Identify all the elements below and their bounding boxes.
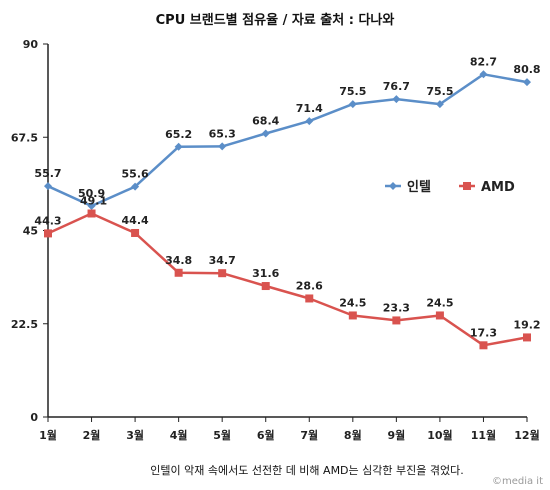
- data-label-series-1: 44.4: [122, 214, 149, 227]
- data-point-series-1: [218, 269, 227, 278]
- data-point-series-0: [392, 95, 401, 104]
- x-tick-label: 3월: [126, 428, 144, 442]
- x-tick-label: 8월: [344, 428, 362, 442]
- chart-caption: 인텔이 악재 속에서도 선전한 데 비해 AMD는 심각한 부진을 겪었다.: [150, 463, 463, 477]
- data-label-series-0: 65.2: [165, 128, 192, 141]
- data-point-series-1: [435, 311, 444, 320]
- legend-marker: [463, 182, 471, 190]
- data-point-series-1: [174, 268, 183, 277]
- y-tick-label: 67.5: [11, 131, 38, 144]
- data-point-series-1: [87, 209, 96, 218]
- x-tick-label: 11월: [471, 428, 496, 442]
- legend-marker: [389, 182, 397, 190]
- data-point-series-0: [435, 100, 444, 109]
- x-tick-label: 9월: [387, 428, 405, 442]
- legend-label: 인텔: [407, 179, 431, 195]
- chart-title: CPU 브랜드별 점유율 / 자료 출처 : 다나와: [156, 12, 395, 28]
- y-tick-label: 22.5: [11, 318, 38, 331]
- data-point-series-1: [131, 228, 140, 237]
- data-point-series-0: [479, 70, 488, 79]
- data-label-series-0: 68.4: [252, 115, 279, 128]
- data-point-series-0: [305, 117, 314, 126]
- data-label-series-1: 44.3: [34, 214, 61, 227]
- data-label-series-0: 76.7: [383, 80, 410, 93]
- data-label-series-0: 82.7: [470, 55, 497, 68]
- data-point-series-0: [131, 182, 140, 191]
- data-label-series-0: 55.6: [122, 168, 149, 181]
- data-label-series-0: 80.8: [513, 63, 540, 76]
- data-label-series-1: 31.6: [252, 267, 279, 280]
- legend-label: AMD: [481, 180, 515, 195]
- x-tick-label: 6월: [257, 428, 275, 442]
- data-point-series-0: [44, 182, 52, 191]
- data-label-series-0: 65.3: [209, 127, 236, 140]
- data-label-series-0: 55.7: [34, 167, 61, 180]
- data-point-series-1: [44, 229, 52, 238]
- x-tick-label: 4월: [170, 428, 188, 442]
- data-point-series-0: [87, 202, 96, 211]
- data-point-series-0: [261, 129, 270, 138]
- data-label-series-1: 24.5: [426, 296, 453, 309]
- x-tick-label: 5월: [213, 428, 231, 442]
- data-label-series-1: 49.1: [80, 195, 107, 208]
- data-point-series-1: [261, 282, 270, 291]
- data-point-series-1: [479, 341, 488, 350]
- axes: 0 22.5 45 67.5 90 1월 2월 3월 4월 5월 6월 7월 8월 9월 10월 11월 12월: [11, 38, 540, 442]
- data-point-series-1: [392, 316, 401, 325]
- y-tick-label: 0: [30, 411, 38, 424]
- data-label-series-0: 50.9: [78, 187, 105, 200]
- data-point-series-1: [305, 294, 314, 303]
- watermark: ©media it: [492, 476, 543, 487]
- data-label-series-0: 75.5: [339, 85, 366, 98]
- data-label-series-1: 34.8: [165, 254, 192, 267]
- y-tick-label: 90: [23, 38, 39, 51]
- x-tick-label: 10월: [427, 428, 452, 442]
- x-tick-label: 12월: [514, 428, 539, 442]
- x-tick-label: 1월: [39, 428, 57, 442]
- data-point-series-0: [523, 78, 531, 87]
- data-label-series-1: 19.2: [513, 318, 540, 331]
- data-label-series-0: 71.4: [296, 102, 323, 115]
- data-point-series-0: [218, 142, 227, 151]
- y-tick-label: 45: [23, 225, 38, 238]
- series-layer: [44, 70, 531, 350]
- data-label-series-1: 24.5: [339, 296, 366, 309]
- x-tick-label: 7월: [300, 428, 318, 442]
- x-tick-label: 2월: [83, 428, 101, 442]
- data-label-series-1: 34.7: [209, 254, 236, 267]
- data-point-series-0: [174, 142, 183, 151]
- data-point-series-0: [348, 100, 357, 109]
- data-label-series-1: 17.3: [470, 326, 497, 339]
- data-label-series-0: 75.5: [426, 85, 453, 98]
- legend: 인텔 AMD: [385, 179, 515, 195]
- data-label-series-1: 23.3: [383, 301, 410, 314]
- data-point-series-1: [348, 311, 357, 320]
- series-line-1: [47, 212, 528, 347]
- data-labels: 55.7 50.9 55.6 65.2 65.3 68.4 71.4 75.5 76.7 75.5…: [34, 55, 540, 339]
- data-point-series-1: [523, 333, 531, 342]
- data-label-series-1: 28.6: [296, 279, 323, 292]
- series-line-0: [47, 73, 528, 208]
